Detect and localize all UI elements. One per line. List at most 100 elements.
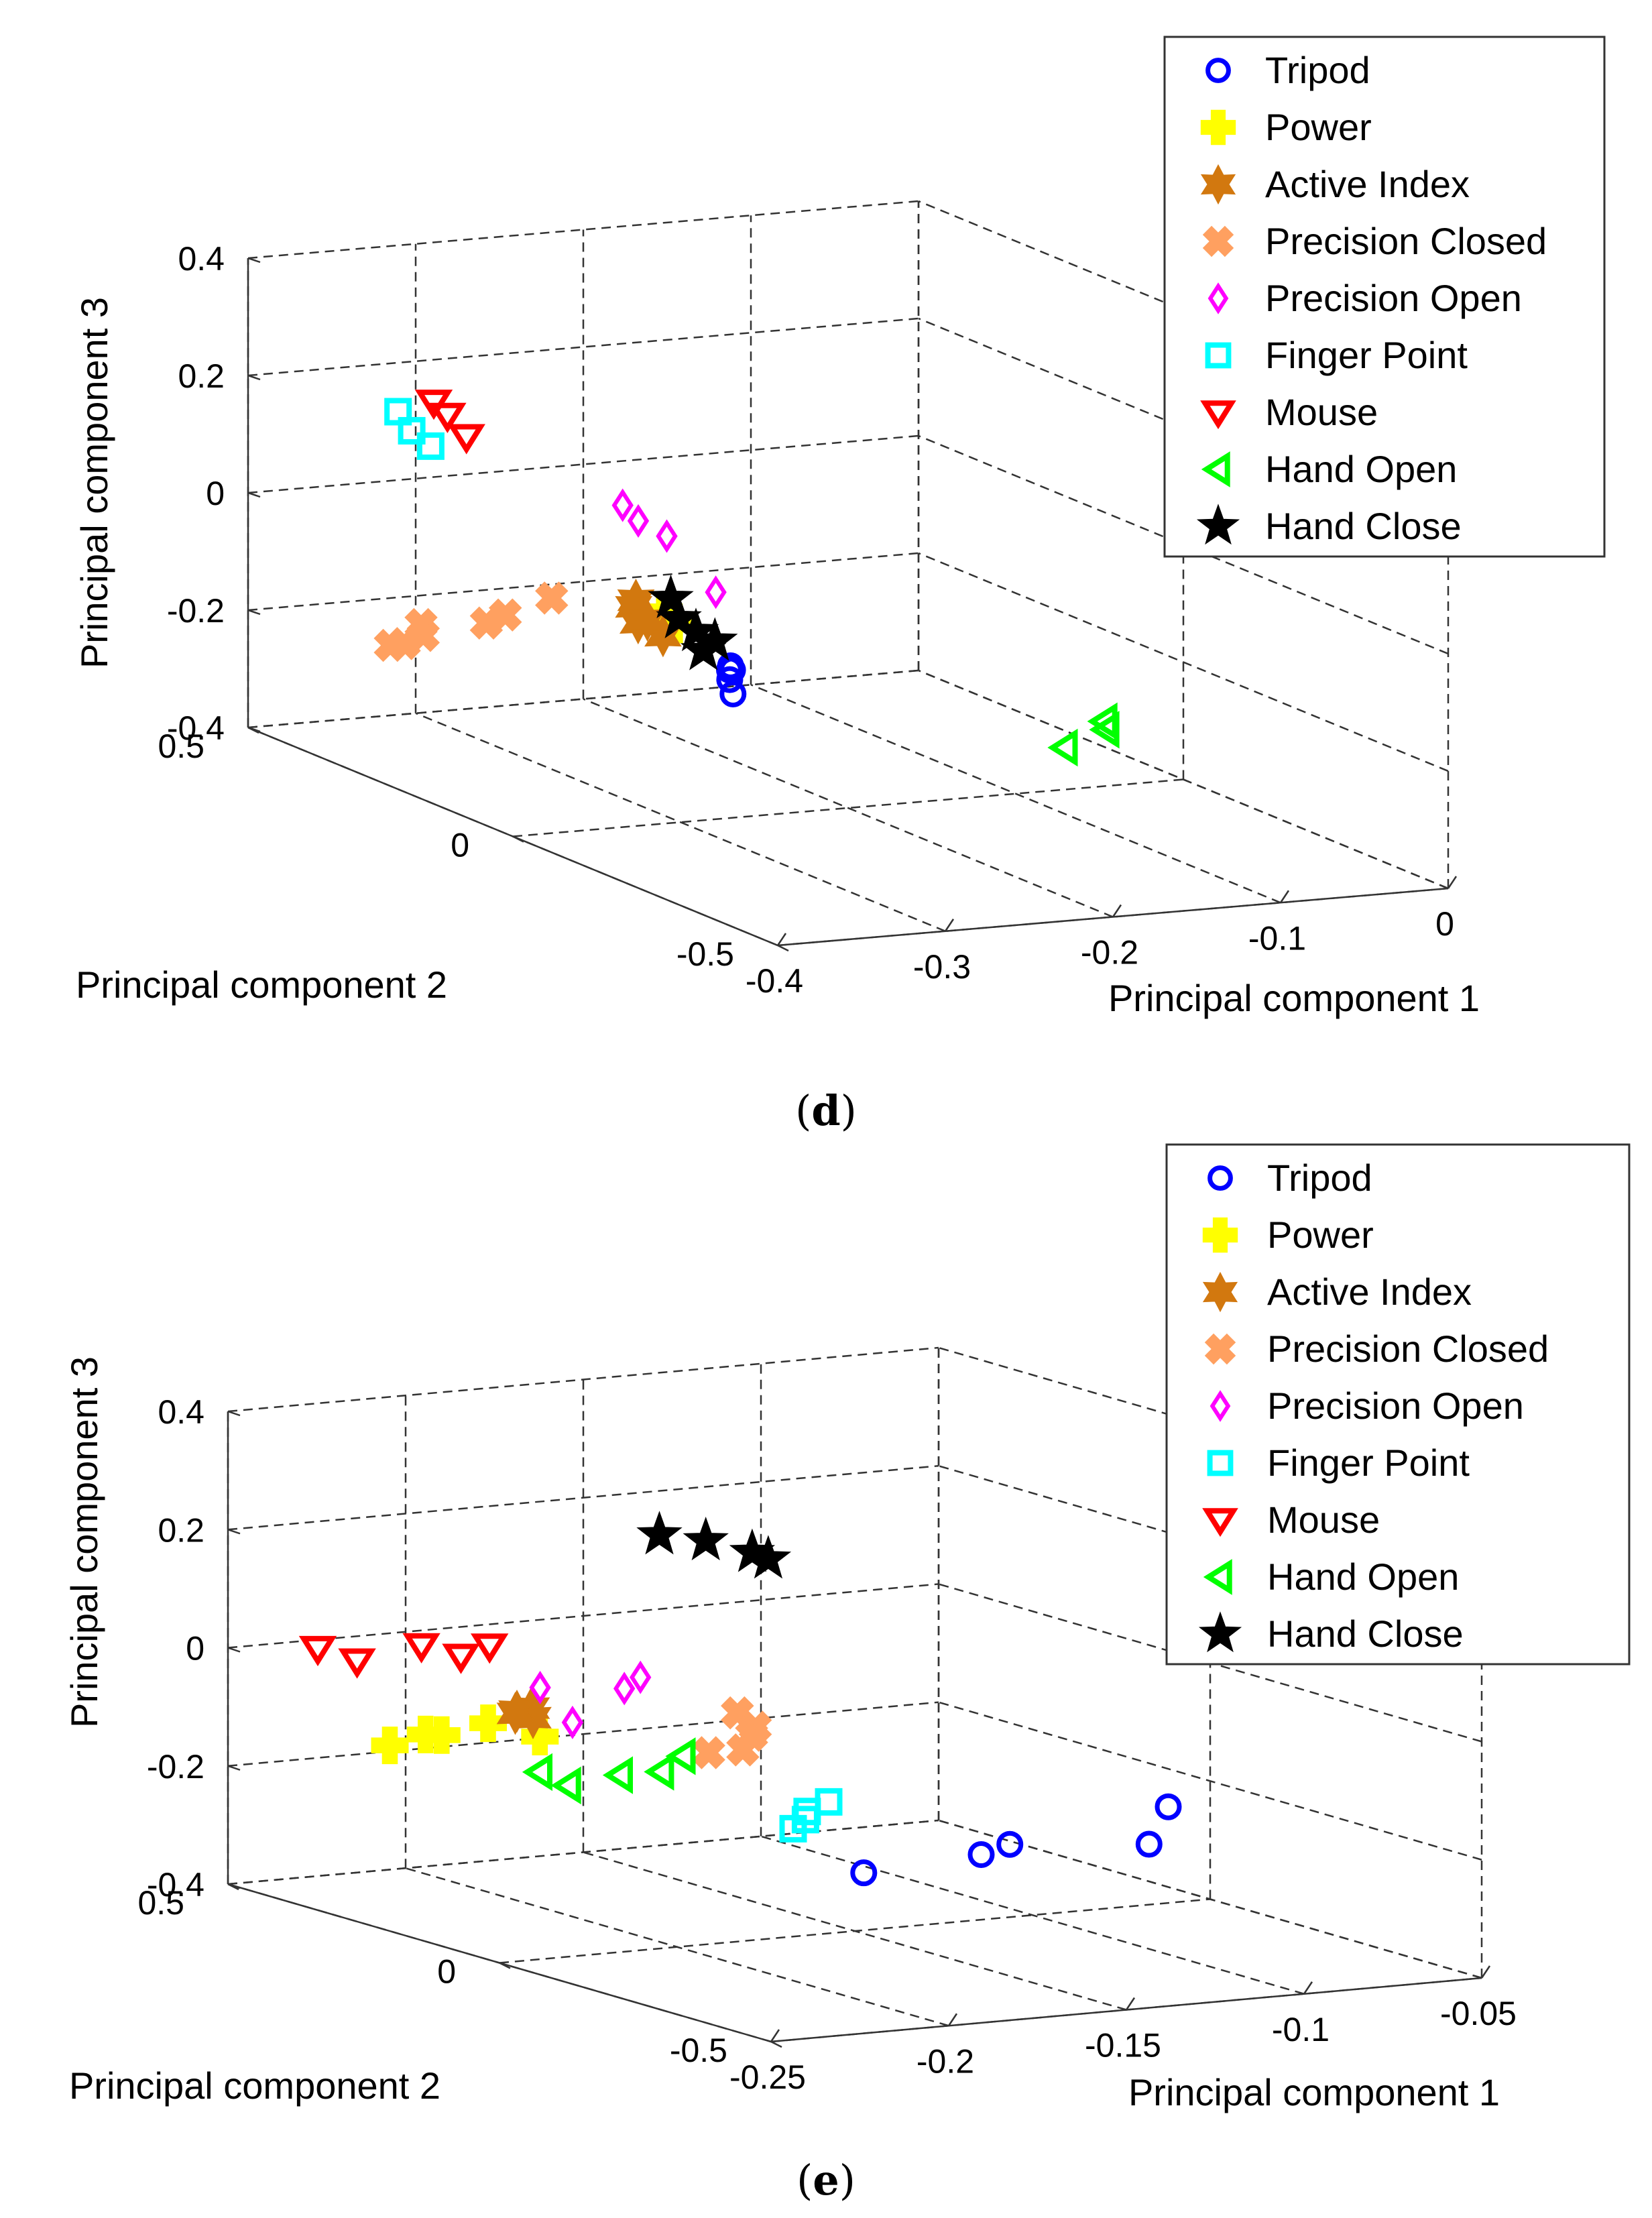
series-hand-close xyxy=(636,1511,792,1579)
data-point xyxy=(469,606,504,640)
legend-label: Finger Point xyxy=(1267,1442,1470,1484)
x-tick-label: -0.15 xyxy=(1085,2027,1161,2064)
legend-marker xyxy=(1202,1508,1238,1537)
data-point xyxy=(561,1705,584,1739)
y-axis-label: Principal component 2 xyxy=(76,964,447,1006)
data-point xyxy=(705,575,727,609)
data-point xyxy=(1155,1793,1182,1820)
x-tick-mark xyxy=(947,2013,958,2026)
y-tick-label: 0.5 xyxy=(137,1884,184,1922)
data-point xyxy=(398,416,426,445)
z-axis-label: Principal component 3 xyxy=(73,297,115,668)
legend-item: Precision Open xyxy=(1207,277,1522,319)
back-wall-grid-line xyxy=(247,317,919,377)
legend-marker xyxy=(1207,282,1229,314)
z-tick-label: 0.2 xyxy=(158,1511,204,1549)
legend-label: Tripod xyxy=(1265,49,1370,91)
legend-marker xyxy=(1196,504,1240,545)
series-precision-closed xyxy=(373,581,569,662)
x-tick-mark xyxy=(770,2029,780,2042)
data-point xyxy=(469,1704,507,1743)
z-tick-mark xyxy=(247,257,261,264)
z-tick-mark xyxy=(227,1647,241,1653)
legend-label: Mouse xyxy=(1265,391,1378,433)
z-tick-mark xyxy=(227,1765,241,1771)
legend-marker xyxy=(1202,225,1234,257)
legend-item: Hand Open xyxy=(1203,1556,1459,1598)
legend-marker xyxy=(1204,1333,1236,1365)
series-tripod xyxy=(850,1793,1182,1887)
data-point xyxy=(298,1635,337,1667)
legend-box xyxy=(1165,1143,1631,1666)
data-point xyxy=(627,504,650,538)
legend-label: Hand Open xyxy=(1265,448,1457,490)
legend-label: Active Index xyxy=(1267,1271,1472,1313)
chart-e: -0.25 -0.2 -0.15 -0.1 -0.05 -0.5 0 0.5-0.4 -0.2 0… xyxy=(63,1143,1631,2113)
data-point xyxy=(1135,1830,1163,1858)
z-tick-label: 0 xyxy=(206,475,225,512)
series-active-index xyxy=(496,1686,552,1740)
x-tick-label: -0.3 xyxy=(913,948,971,986)
data-point xyxy=(1047,728,1078,767)
x-tick-label: 0 xyxy=(1435,905,1454,943)
series-precision-open xyxy=(611,488,727,609)
side-wall-grid-line xyxy=(918,669,1449,890)
legend-item: Tripod xyxy=(1205,49,1370,91)
y-tick-label: 0 xyxy=(437,1953,456,1991)
x-tick-mark xyxy=(1480,1965,1491,1979)
z-tick-mark xyxy=(227,1529,241,1535)
legend-item: Tripod xyxy=(1207,1157,1372,1199)
floor-grid-line xyxy=(512,778,1184,837)
legend-marker xyxy=(1198,1611,1242,1653)
data-point xyxy=(656,519,678,553)
data-point xyxy=(550,1766,581,1805)
data-point xyxy=(470,1633,509,1664)
data-point xyxy=(613,1672,636,1706)
floor-grid-line xyxy=(750,684,1281,904)
data-point xyxy=(630,1660,652,1694)
data-point xyxy=(636,1511,683,1555)
x-tick-mark xyxy=(944,919,955,932)
z-tick-label: -0.4 xyxy=(167,709,225,747)
back-wall-grid-line xyxy=(247,552,919,611)
legend-label: Precision Closed xyxy=(1265,220,1547,262)
legend-item: Hand Close xyxy=(1196,504,1462,547)
legend-marker xyxy=(1201,451,1230,487)
data-point xyxy=(665,1737,696,1775)
z-tick-mark xyxy=(247,726,261,733)
panel-caption-e: (e) xyxy=(796,2156,856,2205)
y-tick-mark xyxy=(777,944,789,952)
x-tick-label: -0.2 xyxy=(917,2042,974,2080)
legend-label: Hand Close xyxy=(1265,505,1462,547)
legend-item: Active Index xyxy=(1200,163,1470,205)
legend-marker xyxy=(1207,1450,1234,1476)
legend-label: Precision Closed xyxy=(1267,1328,1549,1370)
floor-grid-line xyxy=(499,1898,1211,1964)
back-wall-grid-line xyxy=(227,1465,939,1531)
data-point xyxy=(428,402,467,433)
data-points xyxy=(373,390,1120,767)
x-tick-label: -0.2 xyxy=(1081,934,1138,972)
legend-marker xyxy=(1203,1559,1232,1595)
series-precision-open xyxy=(529,1660,652,1739)
legend-label: Hand Close xyxy=(1267,1613,1464,1655)
panel-caption-d: (d) xyxy=(795,1086,857,1135)
series-precision-closed xyxy=(692,1696,772,1769)
legend-label: Precision Open xyxy=(1265,277,1522,319)
y-tick-mark xyxy=(770,2040,782,2048)
legend-marker xyxy=(1210,1390,1231,1422)
chart-panel-e: -0.25 -0.2 -0.15 -0.1 -0.05 -0.5 0 0.5 -0.4 -0.2 0… xyxy=(0,1140,1652,2218)
data-point xyxy=(535,581,569,615)
legend-item: Hand Close xyxy=(1198,1611,1464,1655)
floor-grid-line xyxy=(760,1835,1305,1995)
z-tick-label: 0 xyxy=(186,1630,204,1668)
legend-label: Power xyxy=(1265,106,1372,148)
data-point xyxy=(522,1753,552,1792)
data-point xyxy=(498,1689,536,1733)
x-tick-label: -0.4 xyxy=(746,962,803,1000)
x-tick-label: -0.1 xyxy=(1248,919,1306,957)
z-tick-label: -0.2 xyxy=(147,1748,204,1786)
z-axis-label: Principal component 3 xyxy=(63,1356,105,1728)
data-point xyxy=(644,1753,674,1791)
y-tick-label: 0 xyxy=(451,827,469,864)
